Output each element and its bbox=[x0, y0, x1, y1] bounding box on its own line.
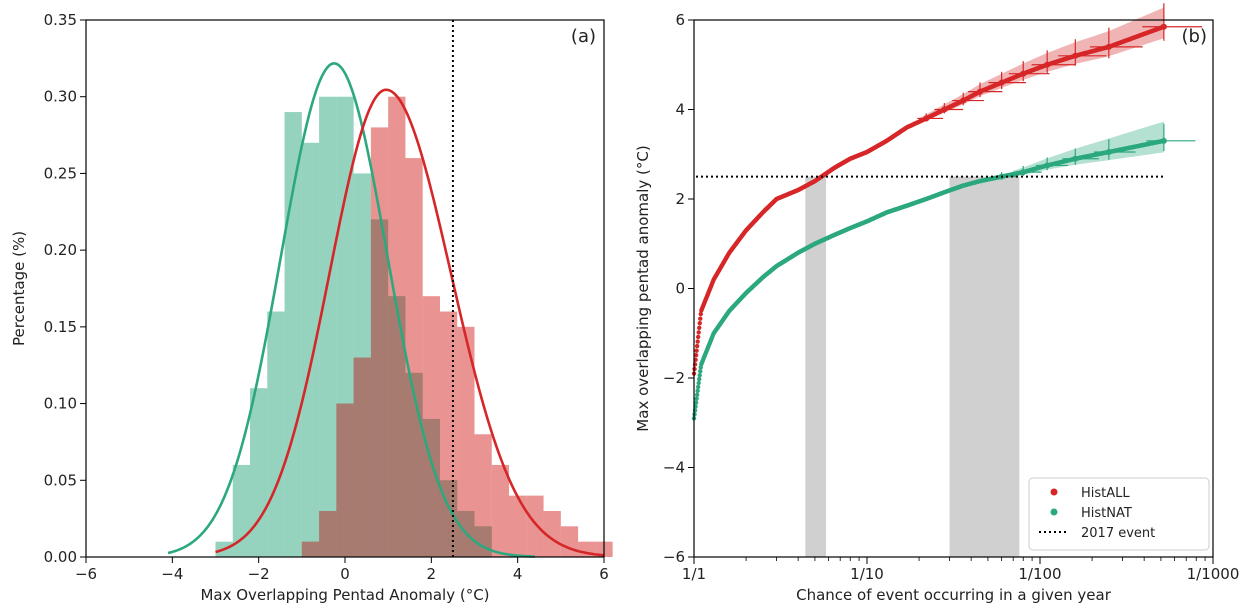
x-tick-label: 0 bbox=[340, 565, 350, 583]
y-tick-label: 0.10 bbox=[44, 395, 77, 413]
legend-box bbox=[1028, 477, 1210, 551]
panel-label: (a) bbox=[571, 26, 596, 47]
x-axis-ticks: 1/1 1/10 1/100 1/1000 bbox=[682, 557, 1239, 583]
overlap-bar bbox=[301, 541, 320, 557]
legend-label: HistNAT bbox=[1081, 506, 1132, 521]
data-point bbox=[697, 376, 702, 382]
legend-label: HistALL bbox=[1081, 486, 1130, 501]
overlap-bar bbox=[422, 418, 440, 557]
x-tick-label: 1/1000 bbox=[1187, 565, 1240, 583]
histnat-fit-curve bbox=[167, 62, 535, 558]
data-point bbox=[698, 369, 703, 374]
data-point bbox=[694, 392, 700, 397]
y-axis-ticks: −6 −4 −2 0 2 4 6 bbox=[663, 11, 694, 566]
y-tick-label: 2 bbox=[675, 190, 685, 208]
data-point bbox=[695, 384, 701, 390]
shaded-ranges bbox=[805, 176, 1020, 557]
y-tick-label: −4 bbox=[663, 459, 685, 477]
data-point bbox=[697, 321, 702, 326]
panel-a-histogram: −6 −4 −2 0 2 4 6 0.000.050.100.150.200.250.300… bbox=[10, 11, 613, 604]
data-point bbox=[693, 400, 699, 405]
y-tick-label: 0.35 bbox=[44, 11, 77, 29]
overlap-bar bbox=[388, 296, 406, 557]
histall-bar bbox=[526, 495, 544, 557]
y-tick-label: 0.05 bbox=[44, 471, 77, 489]
scatter-points bbox=[691, 24, 1167, 421]
x-tick-label: 1/100 bbox=[1018, 565, 1061, 583]
histnat-bar bbox=[301, 142, 320, 557]
x-tick-label: 6 bbox=[599, 565, 609, 583]
histnat-bar bbox=[284, 112, 302, 558]
panel-b-return-period: 1/1 1/10 1/100 1/1000 −6 −4 −2 0 2 4 6 (b) Chance… bbox=[634, 3, 1239, 604]
data-point bbox=[1161, 138, 1167, 144]
data-point bbox=[694, 348, 699, 353]
x-axis-ticks: −6 −4 −2 0 2 4 6 bbox=[75, 557, 609, 583]
y-axis-label: Max overlapping pentad anomaly (°C) bbox=[634, 145, 652, 431]
data-point bbox=[698, 316, 703, 321]
legend: HistALL HistNAT 2017 event bbox=[1028, 477, 1210, 551]
overlap-bar bbox=[319, 510, 337, 557]
histall-fit-curve bbox=[215, 88, 605, 557]
x-tick-label: −6 bbox=[75, 565, 97, 583]
data-point bbox=[696, 380, 701, 386]
y-tick-label: 0.25 bbox=[44, 164, 77, 182]
histall-bar bbox=[560, 526, 579, 557]
x-tick-label: −4 bbox=[161, 565, 183, 583]
legend-marker bbox=[1050, 508, 1058, 516]
histall-bar bbox=[491, 464, 510, 557]
histnat-bar bbox=[267, 311, 285, 557]
data-point bbox=[695, 334, 701, 340]
data-point bbox=[696, 330, 701, 335]
x-tick-label: −2 bbox=[248, 565, 270, 583]
data-point bbox=[697, 372, 702, 378]
data-point bbox=[693, 353, 699, 358]
histnat-bar bbox=[250, 388, 268, 557]
y-axis-ticks: 0.00 0.05 0.10 0.15 0.20 0.25 0.30 0.35 bbox=[44, 11, 86, 566]
panel-label: (b) bbox=[1182, 26, 1207, 47]
data-point bbox=[695, 339, 700, 344]
y-tick-label: 6 bbox=[675, 11, 685, 29]
y-tick-label: 4 bbox=[675, 101, 685, 119]
y-tick-label: −6 bbox=[663, 548, 685, 566]
histall-bar bbox=[509, 495, 527, 557]
overlap-bar bbox=[370, 219, 389, 557]
y-tick-label: 0 bbox=[675, 280, 685, 298]
x-tick-label: 4 bbox=[513, 565, 523, 583]
shaded-range bbox=[805, 176, 827, 557]
legend-label: 2017 event bbox=[1081, 526, 1155, 541]
y-tick-label: 0.30 bbox=[44, 88, 77, 106]
overlap-bars bbox=[301, 219, 492, 557]
data-point bbox=[698, 311, 703, 317]
y-axis-label: Percentage (%) bbox=[10, 231, 28, 346]
data-point bbox=[695, 388, 700, 394]
data-point bbox=[694, 343, 700, 349]
y-tick-label: −2 bbox=[663, 369, 685, 387]
histall-bar bbox=[457, 326, 475, 557]
legend-marker bbox=[1050, 488, 1058, 496]
x-tick-label: 2 bbox=[427, 565, 437, 583]
uncertainty-bands bbox=[919, 7, 1164, 177]
x-axis-label: Max Overlapping Pentad Anomaly (°C) bbox=[200, 586, 489, 604]
data-point bbox=[1161, 24, 1167, 29]
overlap-bar bbox=[336, 403, 354, 557]
x-tick-label: 1/10 bbox=[850, 565, 884, 583]
y-tick-label: 0.15 bbox=[44, 318, 77, 336]
x-tick-label: 1/1 bbox=[682, 565, 706, 583]
shaded-range bbox=[949, 176, 1020, 557]
data-point bbox=[694, 396, 699, 401]
data-point bbox=[697, 325, 702, 330]
y-tick-label: 0.20 bbox=[44, 241, 77, 259]
x-axis-label: Chance of event occurring in a given yea… bbox=[796, 586, 1112, 604]
overlap-bar bbox=[353, 357, 371, 557]
histall-bar bbox=[543, 510, 561, 557]
histnat-bar bbox=[319, 96, 337, 557]
y-tick-label: 0.00 bbox=[44, 548, 77, 566]
